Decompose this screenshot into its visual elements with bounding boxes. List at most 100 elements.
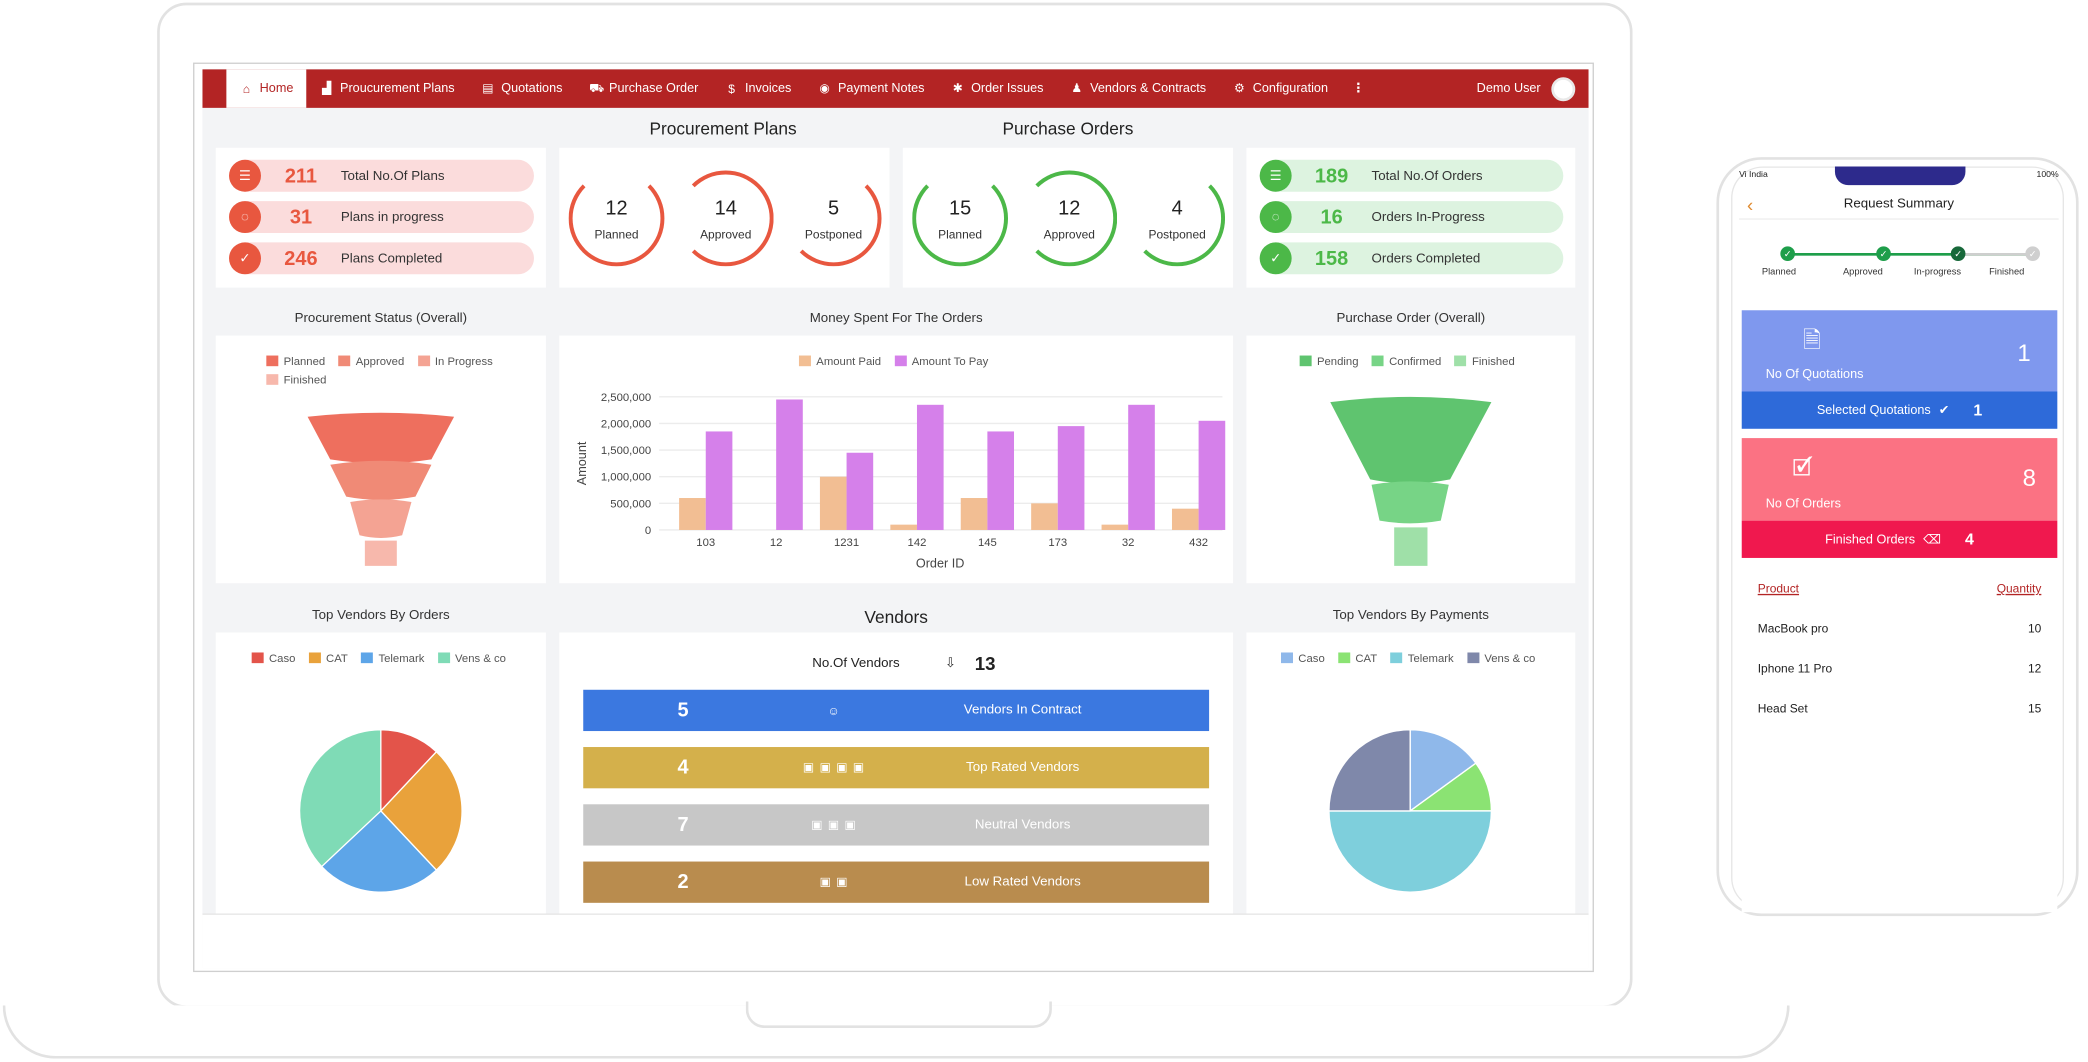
avatar[interactable] — [1551, 76, 1576, 101]
total-plans-stat[interactable]: ☰ 211 Total No.Of Plans — [229, 159, 534, 192]
back-chevron-icon[interactable]: ‹ — [1747, 194, 1754, 216]
step-check-icon: ✓ — [1780, 246, 1795, 261]
planned-ring[interactable]: 15 Planned — [912, 170, 1009, 267]
nav-item-order-issues[interactable]: ✱ Order Issues — [938, 69, 1057, 108]
funnel-stage-approved — [330, 460, 432, 501]
table-row[interactable]: MacBook pro 10 — [1758, 622, 2042, 635]
x-tick-label: 103 — [696, 537, 715, 549]
nav-item-purchase-order[interactable]: ⛟ Purchase Order — [576, 69, 712, 108]
legend-item[interactable]: In Progress — [417, 354, 493, 368]
top-vendors-orders-legend: Caso CAT Telemark Vens & co — [251, 651, 506, 664]
quantity-header[interactable]: Quantity — [1996, 581, 2042, 596]
download-icon[interactable]: ⇩ — [944, 655, 957, 671]
top-vendors-payments-legend: Caso CAT Telemark Vens & co — [1280, 651, 1535, 664]
nav-item-payment-notes[interactable]: ◉ Payment Notes — [805, 69, 938, 108]
total-orders-stat[interactable]: ☰ 189 Total No.Of Orders — [1259, 159, 1564, 192]
money-spent-legend: Amount Paid Amount To Pay — [798, 354, 988, 368]
funnel-stage-in-progress — [350, 499, 412, 538]
approved-ring[interactable]: 14 Approved — [677, 170, 774, 267]
nav-item-home[interactable]: ⌂ Home — [226, 69, 307, 108]
progress-icon: ◌ — [1259, 201, 1292, 234]
legend-item[interactable]: CAT — [1338, 651, 1377, 664]
nav-item-vendors-contracts[interactable]: ♟ Vendors & Contracts — [1057, 69, 1220, 108]
legend-item[interactable]: Caso — [1280, 651, 1325, 664]
x-tick-label: 173 — [1048, 537, 1067, 549]
quotations-card[interactable]: 🗎 No Of Quotations 1 — [1741, 310, 2058, 392]
orders-completed-stat[interactable]: ✓ 158 Orders Completed — [1259, 242, 1564, 275]
vendors-in-contract-row[interactable]: 5 ☺ Vendors In Contract — [583, 689, 1210, 732]
orders-value: 8 — [2022, 464, 2037, 492]
y-tick-label: 1,000,000 — [601, 472, 651, 484]
pie-slice-vens-co — [1328, 729, 1411, 812]
selected-quotations-bar[interactable]: Selected Quotations ✔ 1 — [1741, 391, 2058, 429]
x-tick-label: 432 — [1189, 537, 1208, 549]
x-axis-label: Order ID — [916, 556, 964, 570]
legend-item[interactable]: Amount To Pay — [894, 354, 988, 368]
ring-value: 12 — [605, 196, 628, 220]
phone-notch — [1834, 166, 1966, 186]
legend-item[interactable]: Vens & co — [1467, 651, 1535, 664]
legend-item[interactable]: Finished — [266, 373, 326, 386]
table-row[interactable]: Head Set 15 — [1758, 702, 2042, 715]
neutral-vendors-row[interactable]: 7 ▣▣▣ Neutral Vendors — [583, 804, 1210, 846]
legend-item[interactable]: CAT — [308, 651, 348, 664]
plans-completed-stat[interactable]: ✓ 246 Plans Completed — [229, 242, 534, 275]
procurement-status-title: Procurement Status (Overall) — [294, 311, 468, 327]
pie-slice-caso — [380, 729, 438, 813]
plans-in-progress-stat[interactable]: ◌ 31 Plans in progress — [229, 201, 534, 234]
clipboard-icon: ▤ — [482, 81, 494, 95]
legend-item[interactable]: Vens & co — [437, 651, 506, 664]
vendor-row-label: Neutral Vendors — [974, 817, 1071, 833]
home-icon: ⌂ — [242, 81, 250, 96]
pie-slice-telemark — [320, 810, 438, 893]
rating-icon: ▣▣ — [819, 874, 853, 889]
legend-item[interactable]: Approved — [338, 354, 404, 368]
nav-item-invoices[interactable]: $ Invoices — [712, 69, 805, 108]
bar-amount-to-pay — [987, 431, 1015, 530]
legend-item[interactable]: Planned — [266, 354, 325, 368]
step-check-icon: ✓ — [2025, 246, 2041, 261]
orders-in-progress-stat[interactable]: ◌ 16 Orders In-Progress — [1259, 201, 1564, 234]
table-row[interactable]: Iphone 11 Pro 12 — [1758, 662, 2042, 675]
legend-item[interactable]: Finished — [1454, 354, 1515, 368]
postponed-ring[interactable]: 5 Postponed — [785, 170, 882, 267]
nav-item-configuration[interactable]: ⚙ Configuration — [1219, 69, 1341, 108]
top-nav: ⌂ Home ▟ Proucurement Plans ▤ Quotations ⛟ P… — [202, 69, 1589, 108]
orders-card[interactable]: 🗹 No Of Orders 8 — [1741, 438, 2058, 521]
top-rated-vendors-row[interactable]: 4 ▣▣▣▣ Top Rated Vendors — [583, 747, 1210, 789]
product-header[interactable]: Product — [1757, 581, 1800, 596]
sliders-icon: ☰ — [1259, 159, 1292, 192]
vendor-row-label: Top Rated Vendors — [966, 760, 1080, 775]
vendor-row-value: 5 — [677, 699, 689, 722]
nav-label: Payment Notes — [837, 81, 925, 96]
bar-amount-paid — [1031, 503, 1058, 530]
finished-orders-bar[interactable]: Finished Orders ⌫ 4 — [1741, 520, 2058, 558]
more-menu-icon[interactable]: ⋮ — [1351, 81, 1365, 96]
legend-item[interactable]: Confirmed — [1371, 354, 1441, 368]
step-label: In-progress — [1913, 267, 1962, 277]
bar-amount-to-pay — [916, 404, 944, 530]
legend-item[interactable]: Telemark — [1390, 651, 1454, 664]
nav-item-procurement-plans[interactable]: ▟ Proucurement Plans — [307, 69, 468, 108]
legend-item[interactable]: Amount Paid — [798, 354, 881, 368]
nav-item-quotations[interactable]: ▤ Quotations — [468, 69, 576, 108]
legend-item[interactable]: Telemark — [361, 651, 424, 664]
bar-amount-paid — [1171, 508, 1199, 530]
legend-item[interactable]: Pending — [1299, 354, 1359, 368]
document-icon: 🗎 — [1802, 327, 1822, 353]
y-axis-label: Amount — [575, 441, 589, 485]
user-menu[interactable]: Demo User — [1476, 76, 1589, 101]
procurement-funnel-legend: Planned Approved In Progress Finished — [266, 354, 519, 386]
user-name: Demo User — [1476, 81, 1541, 96]
vendor-row-value: 7 — [677, 813, 689, 837]
footer-area — [202, 913, 1589, 969]
checkmark-icon: ✔ — [1938, 402, 1950, 418]
planned-ring[interactable]: 12 Planned — [568, 170, 665, 267]
legend-item[interactable]: Caso — [251, 651, 295, 664]
low-rated-vendors-row[interactable]: 2 ▣▣ Low Rated Vendors — [583, 861, 1210, 903]
x-tick-label: 145 — [978, 537, 997, 549]
bar-amount-to-pay — [1057, 426, 1085, 530]
nav-label: Invoices — [744, 81, 792, 96]
approved-ring[interactable]: 12 Approved — [1021, 170, 1118, 267]
postponed-ring[interactable]: 4 Postponed — [1129, 170, 1226, 267]
